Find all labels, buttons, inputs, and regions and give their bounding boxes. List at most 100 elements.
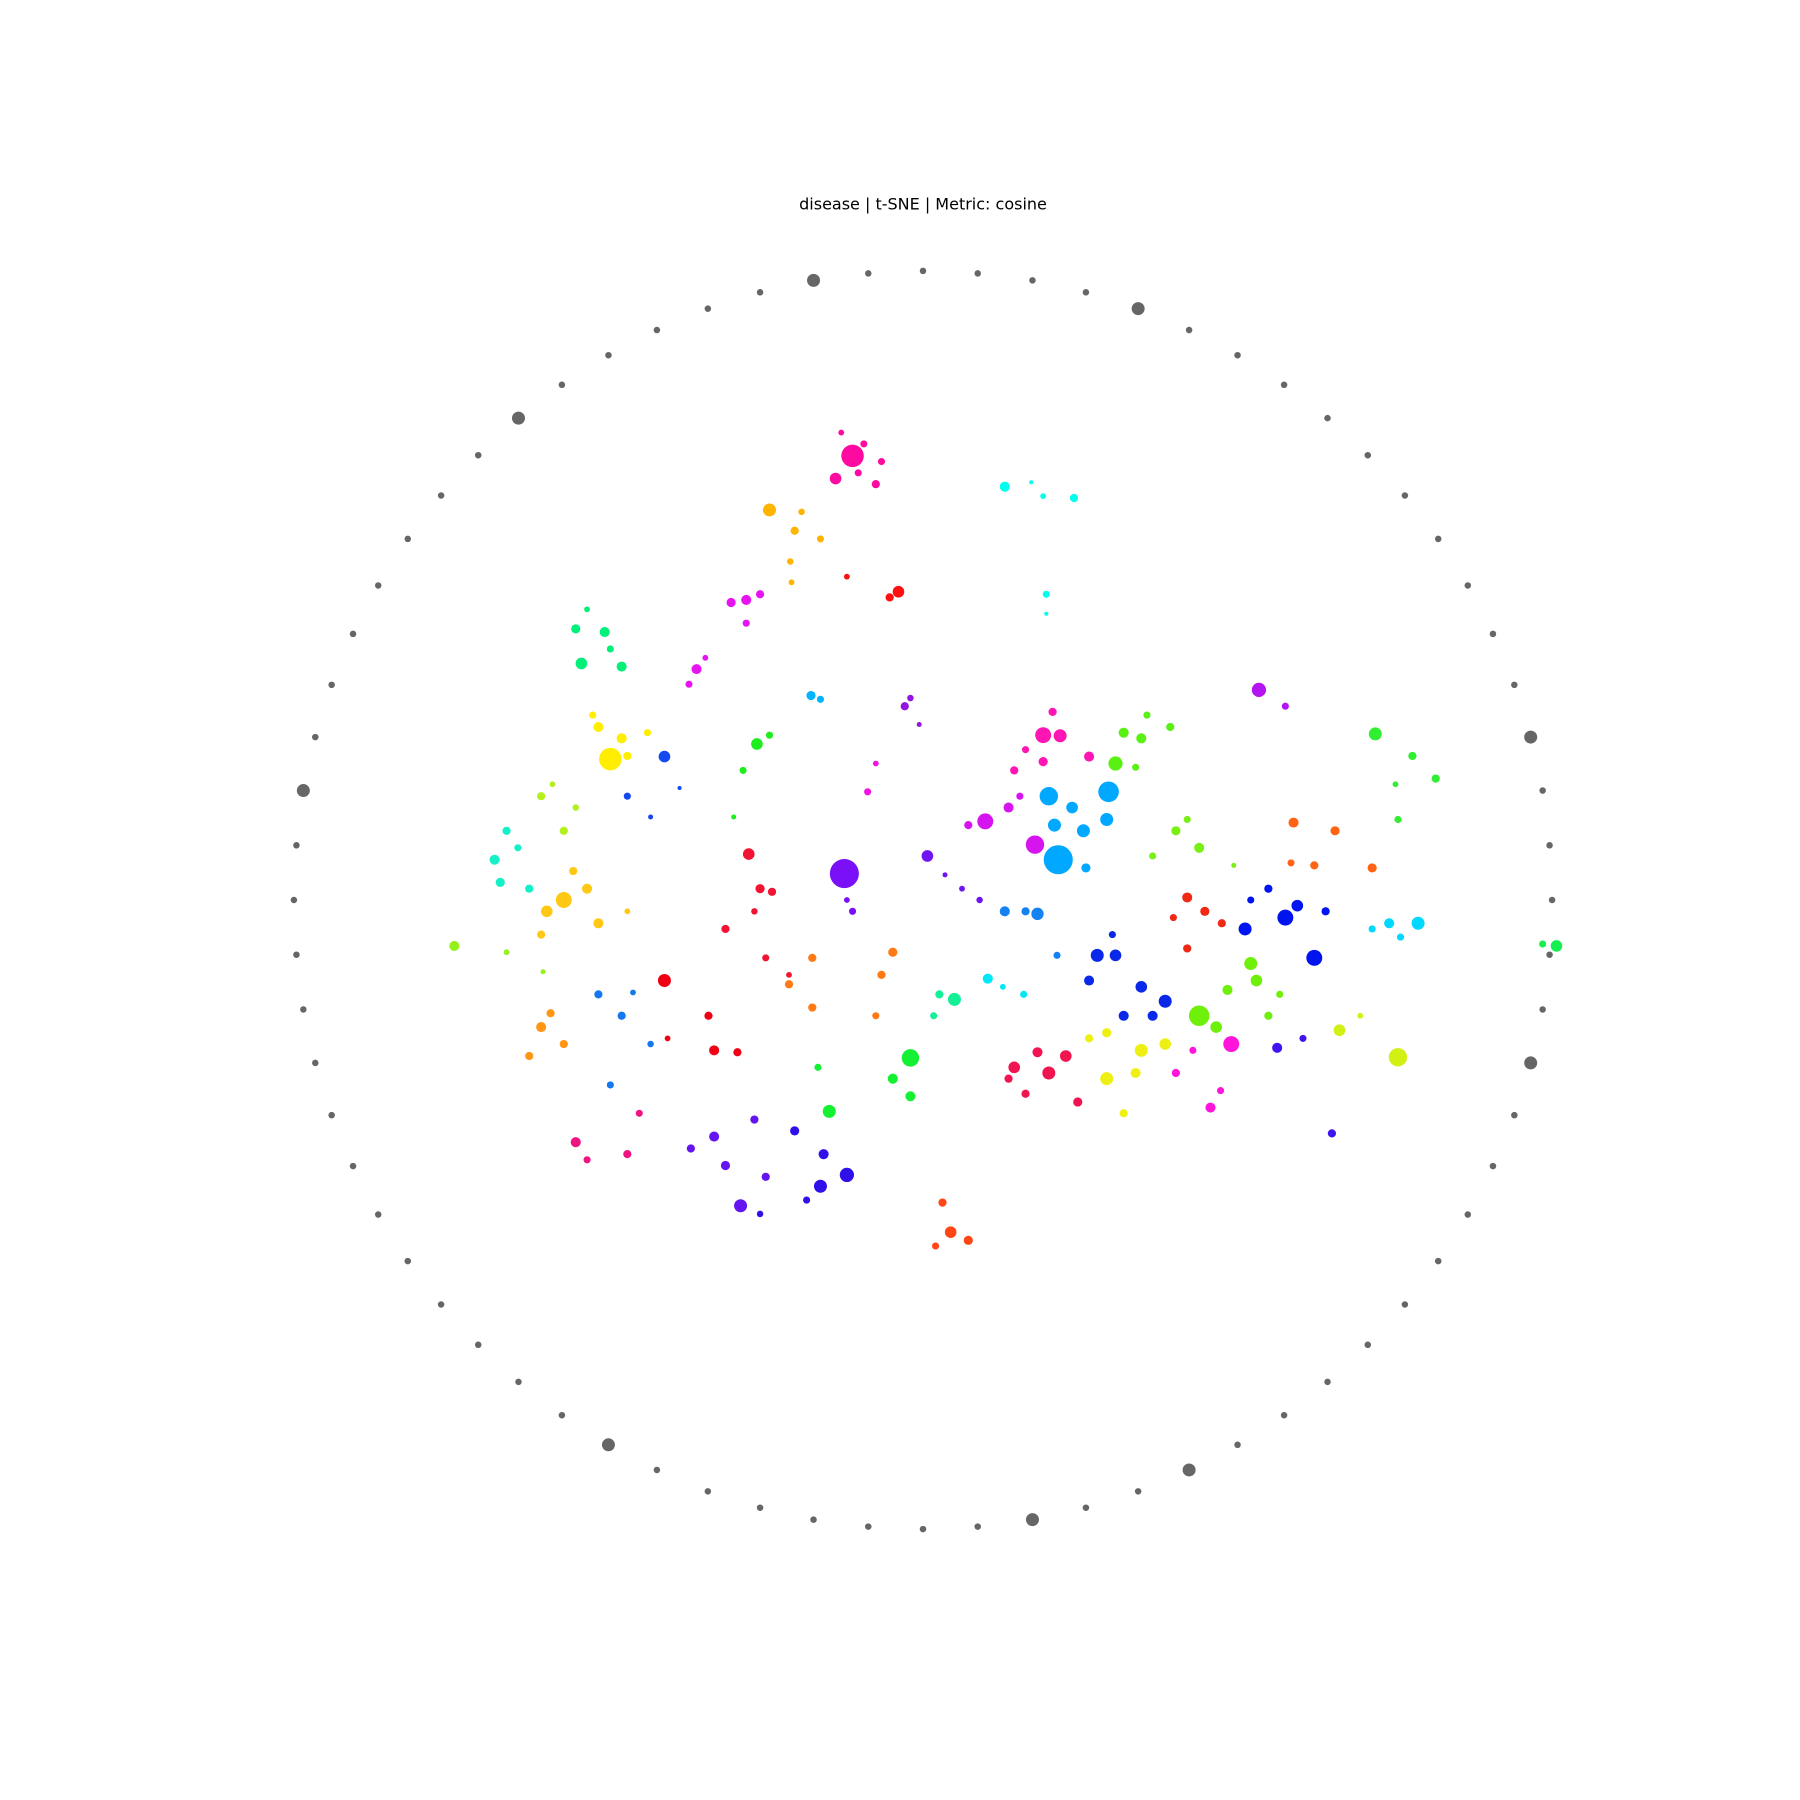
- scatter-point: [474, 1341, 482, 1349]
- scatter-point: [1135, 981, 1148, 993]
- scatter-point: [605, 351, 612, 359]
- scatter-point: [1166, 722, 1175, 732]
- scatter-point: [865, 1523, 872, 1530]
- scatter-point: [1082, 1504, 1090, 1511]
- scatter-point: [1324, 414, 1331, 422]
- scatter-point: [623, 1150, 632, 1159]
- scatter-point: [1081, 863, 1091, 873]
- scatter-point: [1401, 492, 1409, 499]
- scatter-point: [816, 535, 825, 543]
- scatter-point: [742, 848, 755, 860]
- scatter-point: [1194, 842, 1205, 853]
- scatter-point: [1108, 756, 1123, 771]
- scatter-point: [312, 733, 319, 741]
- scatter-point: [739, 766, 747, 774]
- scatter-point: [1158, 994, 1172, 1008]
- scatter-point: [741, 594, 752, 605]
- scatter-point: [1047, 818, 1061, 832]
- scatter-point: [1324, 1378, 1331, 1386]
- scatter-point: [1134, 1043, 1148, 1057]
- scatter-point: [349, 630, 357, 638]
- scatter-point: [1082, 289, 1090, 296]
- scatter-point: [515, 1378, 522, 1386]
- scatter-point: [1043, 845, 1073, 875]
- scatter-point: [885, 593, 894, 602]
- scatter-point: [570, 1137, 581, 1148]
- scatter-point: [963, 1235, 973, 1245]
- scatter-point: [798, 508, 805, 516]
- scatter-point: [787, 558, 794, 565]
- scatter-point: [647, 1040, 654, 1048]
- scatter-point: [502, 826, 511, 835]
- scatter-point: [808, 953, 817, 962]
- scatter-point: [1524, 1056, 1538, 1070]
- scatter-point: [1100, 1072, 1114, 1086]
- scatter-point: [511, 411, 525, 425]
- scatter-point: [977, 813, 994, 830]
- scatter-point: [1234, 351, 1241, 359]
- scatter-point: [976, 896, 983, 904]
- scatter-point: [887, 1073, 898, 1084]
- scatter-point: [643, 729, 652, 737]
- scatter-point: [474, 451, 482, 459]
- scatter-point: [813, 1179, 827, 1193]
- scatter-point: [630, 989, 636, 996]
- scatter-point: [806, 690, 816, 701]
- scatter-point: [1299, 1034, 1307, 1042]
- scatter-point: [829, 472, 842, 485]
- scatter-point: [1084, 975, 1095, 986]
- scatter-point: [763, 503, 777, 517]
- scatter-point: [594, 990, 603, 999]
- scatter-point: [829, 859, 859, 889]
- scatter-point: [1004, 1074, 1013, 1083]
- scatter-point: [1059, 1050, 1072, 1062]
- scatter-point: [839, 1167, 855, 1183]
- scatter-point: [704, 1488, 712, 1495]
- scatter-point: [559, 826, 568, 835]
- scatter-point: [525, 1051, 534, 1061]
- scatter-point: [1210, 1021, 1222, 1033]
- scatter-point: [1511, 1111, 1518, 1119]
- scatter-point: [1021, 1089, 1030, 1098]
- scatter-point: [742, 619, 750, 627]
- scatter-point: [1548, 896, 1556, 904]
- scatter-point: [569, 866, 578, 876]
- scatter-point: [1188, 1005, 1210, 1027]
- scatter-point: [1118, 1010, 1129, 1021]
- scatter-point: [905, 1091, 916, 1102]
- scatter-point: [1364, 451, 1372, 459]
- scatter-point: [1109, 949, 1122, 962]
- scatter-point: [877, 457, 886, 466]
- scatter-point: [300, 1006, 307, 1013]
- scatter-point: [664, 1035, 671, 1042]
- scatter-point: [888, 947, 898, 957]
- scatter-point: [1131, 302, 1145, 316]
- scatter-point: [686, 1144, 695, 1153]
- scatter-point: [648, 814, 654, 820]
- scatter-point: [514, 844, 522, 852]
- scatter-point: [1020, 990, 1028, 998]
- scatter-point: [1042, 590, 1050, 598]
- scatter-point: [1251, 682, 1267, 698]
- scatter-point: [623, 751, 632, 761]
- scatter-point: [1392, 781, 1399, 788]
- scatter-point: [1291, 899, 1304, 912]
- scatter-point: [762, 954, 770, 962]
- scatter-point: [999, 906, 1010, 917]
- scatter-point: [1264, 884, 1273, 893]
- scatter-point: [751, 908, 758, 915]
- scatter-point: [525, 884, 534, 893]
- scatter-point: [1182, 892, 1193, 903]
- scatter-point: [449, 940, 460, 951]
- scatter-point: [1073, 1097, 1083, 1107]
- scatter-point: [1222, 984, 1233, 995]
- scatter-point: [1310, 861, 1319, 870]
- scatter-point: [1388, 1048, 1408, 1067]
- scatter-point: [658, 750, 671, 763]
- scatter-point: [974, 270, 981, 277]
- scatter-point: [1368, 727, 1382, 741]
- scatter-point: [1182, 1463, 1196, 1477]
- scatter-point: [1169, 914, 1177, 922]
- scatter-point: [1247, 896, 1255, 904]
- scatter-point: [803, 1196, 811, 1204]
